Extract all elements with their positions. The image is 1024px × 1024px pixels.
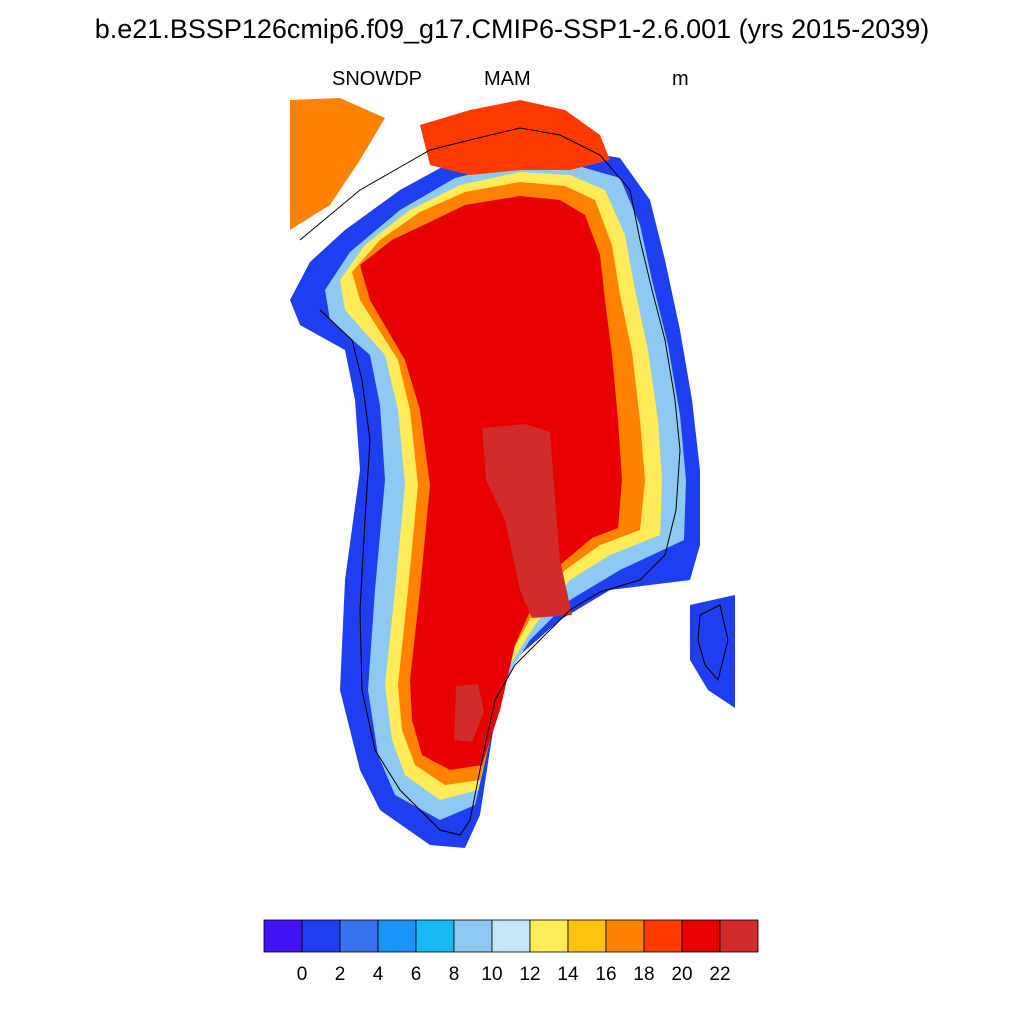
north-strip-region xyxy=(290,98,385,230)
colorbar-tick-label: 8 xyxy=(449,964,460,985)
snow-depth-map xyxy=(290,98,735,848)
colorbar-tick-label: 2 xyxy=(335,964,346,985)
colorbar-tick-label: 18 xyxy=(633,964,654,985)
colorbar-swatch xyxy=(529,919,569,953)
north-cap-region xyxy=(420,100,610,175)
colorbar-swatch xyxy=(567,919,607,953)
colorbar-tick-label: 20 xyxy=(671,964,692,985)
plot-title: b.e21.BSSP126cmip6.f09_g17.CMIP6-SSP1-2.… xyxy=(94,14,930,44)
coastline xyxy=(299,127,681,836)
colorbar-tick-label: 16 xyxy=(595,964,616,985)
season-label: MAM xyxy=(484,68,531,90)
colorbar-swatch xyxy=(415,919,455,953)
colorbar-swatch xyxy=(491,919,531,953)
central-max-region xyxy=(482,424,572,618)
colorbar-tick-label: 14 xyxy=(557,964,579,985)
colorbar-swatch xyxy=(719,919,759,953)
colorbar-swatch xyxy=(643,919,683,953)
south-max-patch xyxy=(454,684,484,742)
colorbar-swatch xyxy=(453,919,493,953)
colorbar-swatch xyxy=(605,919,645,953)
colorbar-tick-label: 4 xyxy=(373,964,384,985)
colorbar-tick-label: 0 xyxy=(297,964,308,985)
colorbar-swatch xyxy=(339,919,379,953)
variable-label: SNOWDP xyxy=(332,68,422,90)
colorbar-tick-label: 22 xyxy=(709,964,730,985)
colorbar-swatch xyxy=(301,919,341,953)
colorbar-tick-label: 6 xyxy=(411,964,422,985)
colorbar-swatch xyxy=(263,919,303,953)
east-island-coastline xyxy=(697,604,729,682)
colorbar-tick-label: 12 xyxy=(519,964,540,985)
colorbar-swatch xyxy=(681,919,721,953)
colorbar-swatch xyxy=(377,919,417,953)
colorbar-tick-label: 10 xyxy=(481,964,502,985)
units-label: m xyxy=(672,68,689,90)
